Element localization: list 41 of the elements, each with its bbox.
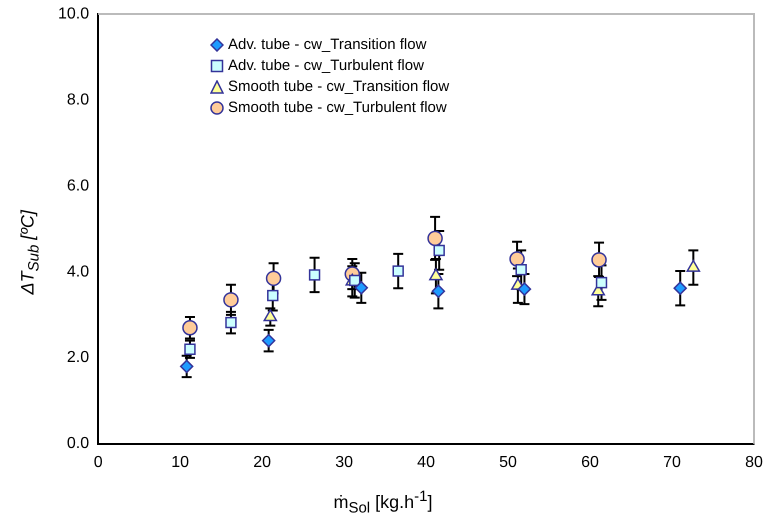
- x-tick-label: 20: [253, 454, 272, 471]
- point: [349, 274, 360, 286]
- x-tick-label: 70: [663, 454, 682, 471]
- legend-label: Smooth tube - cw_Transition flow: [228, 77, 450, 97]
- point: [267, 290, 278, 302]
- point: [427, 230, 443, 246]
- y-tick-label: 10.0: [58, 5, 90, 22]
- x-tick-label: 50: [499, 454, 518, 471]
- point: [225, 316, 237, 328]
- x-tick-label: 60: [581, 454, 600, 471]
- y-tick-label: 2.0: [66, 349, 90, 366]
- point: [184, 344, 196, 355]
- point: [354, 281, 368, 295]
- y-tick-label: 6.0: [66, 177, 90, 194]
- x-tick-label: 30: [335, 454, 354, 471]
- x-axis-title: ṁ$_{Sol}$ [kg.h$^{-1}$]: [332, 488, 434, 515]
- point: [591, 252, 607, 268]
- y-tick-label: 4.0: [66, 263, 90, 280]
- point: [223, 292, 239, 308]
- x-tick-label: 10: [171, 454, 190, 471]
- x-tick-label: 40: [417, 454, 436, 471]
- legend-label: Adv. tube - cw_Transition flow: [228, 35, 426, 55]
- point: [433, 244, 445, 256]
- point: [432, 284, 446, 298]
- point: [308, 269, 320, 281]
- point: [518, 282, 532, 296]
- point: [673, 281, 687, 295]
- point: [266, 270, 282, 286]
- point: [180, 360, 194, 374]
- point: [509, 251, 525, 267]
- point: [515, 264, 527, 276]
- point: [596, 276, 608, 288]
- point: [392, 265, 404, 277]
- point: [182, 320, 198, 336]
- y-tick-label: 0.0: [66, 435, 90, 452]
- y-tick-label: 8.0: [66, 91, 90, 108]
- legend-label: Adv. tube - cw_Turbulent flow: [228, 56, 424, 76]
- legend-label: Smooth tube - cw_Turbulent flow: [228, 98, 447, 118]
- point: [262, 334, 276, 348]
- x-tick-label: 0: [94, 454, 103, 471]
- x-tick-label: 80: [745, 454, 763, 471]
